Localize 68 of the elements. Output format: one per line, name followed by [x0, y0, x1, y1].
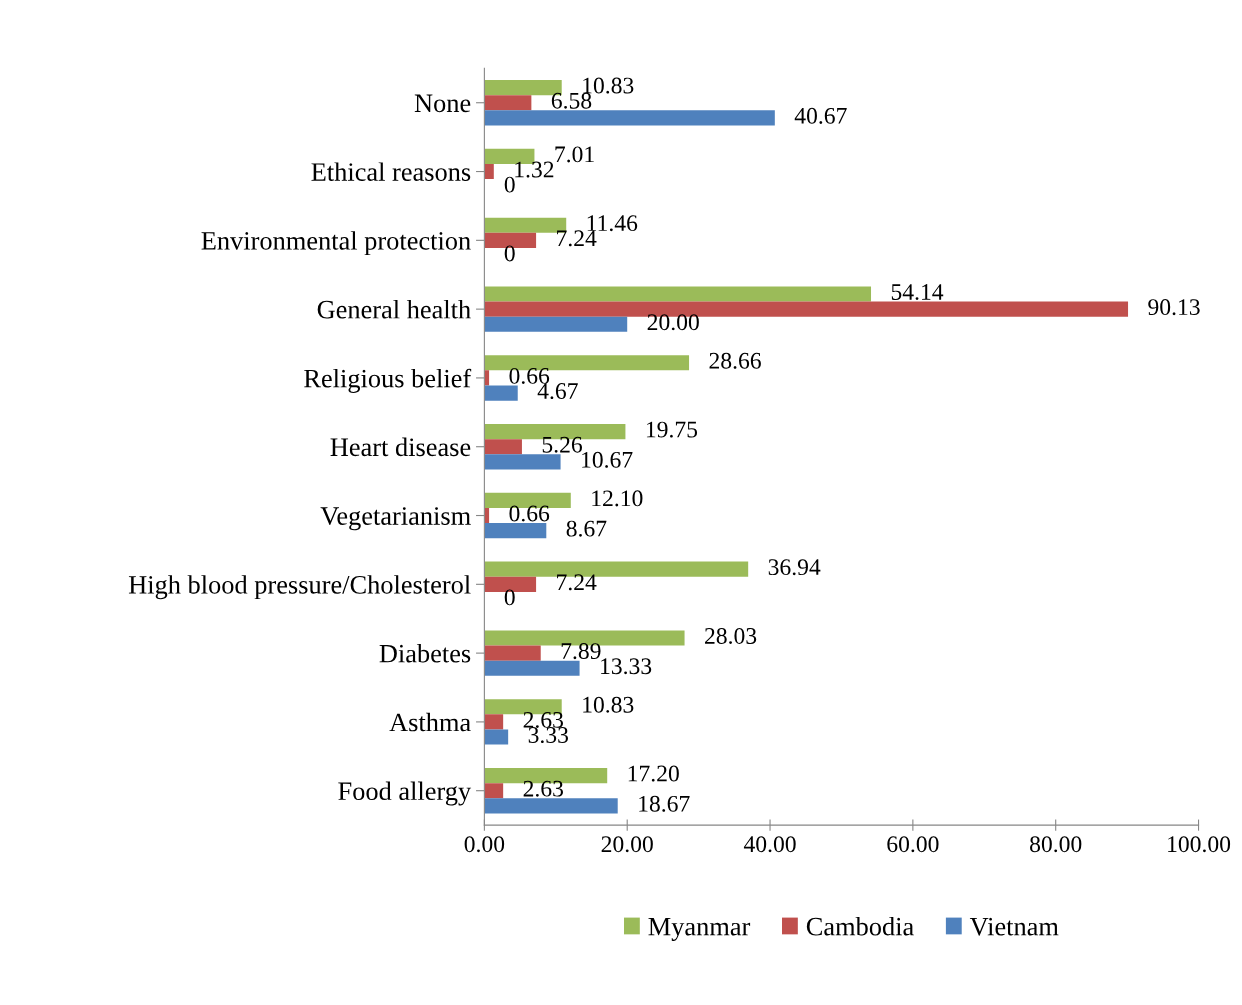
data-label: 7.01	[555, 146, 594, 163]
data-label: 7.89	[561, 643, 601, 660]
y-tick-label: Ethical reasons	[311, 162, 471, 181]
y-tick-label: Food allergy	[338, 781, 472, 806]
data-label: 20.00	[647, 314, 699, 331]
y-tick-label: None	[414, 94, 471, 113]
bar	[484, 454, 561, 470]
data-label: 17.20	[628, 765, 679, 782]
data-label: 13.33	[601, 658, 652, 675]
bar	[484, 286, 872, 302]
x-tick-label: 80.00	[1030, 836, 1082, 853]
bar	[484, 385, 518, 401]
y-tick-label: High blood pressure/Cholesterol	[128, 575, 471, 600]
y-tick-label: Religious belief	[304, 368, 472, 393]
data-label: 1.32	[515, 161, 554, 178]
bar	[484, 523, 547, 539]
bar	[484, 439, 522, 455]
data-label: 10.83	[583, 696, 634, 713]
bar	[484, 163, 494, 180]
bar	[484, 714, 504, 730]
bar	[484, 645, 541, 661]
bar	[484, 95, 532, 111]
legend-label: Cambodia	[806, 916, 914, 936]
data-label: 0	[504, 176, 515, 193]
data-label: 2.63	[523, 711, 563, 728]
y-tick-label: Environmental protection	[201, 231, 471, 256]
data-label: 0.66	[509, 505, 550, 522]
y-tick-label: Diabetes	[379, 643, 471, 663]
data-label: 2.63	[523, 780, 563, 797]
data-label: 28.03	[705, 627, 757, 644]
data-label: 5.26	[542, 436, 582, 453]
y-tick-label: Heart disease	[330, 437, 471, 457]
legend-label: Myanmar	[648, 917, 751, 941]
x-tick-label: 100.00	[1168, 836, 1231, 853]
data-label: 12.10	[592, 490, 643, 507]
y-tick-label: General health	[317, 299, 471, 319]
data-label: 6.58	[551, 92, 592, 109]
bar	[484, 316, 628, 332]
data-label: 7.24	[557, 230, 597, 247]
data-label: 7.24	[557, 574, 597, 591]
data-label: 3.33	[528, 727, 568, 744]
data-label: 19.75	[646, 421, 698, 438]
data-label: 40.67	[794, 107, 847, 124]
data-label: 11.46	[587, 215, 638, 232]
data-label: 54.14	[891, 284, 944, 301]
data-label: 0	[504, 245, 515, 262]
bar	[484, 729, 509, 745]
y-tick-label: Asthma	[389, 712, 471, 732]
legend-label: Vietnam	[969, 917, 1059, 936]
data-label: 10.67	[582, 451, 633, 468]
x-tick-label: 0.00	[464, 836, 505, 853]
data-label: 28.66	[709, 352, 761, 369]
data-label: 90.13	[1148, 299, 1200, 316]
data-label: 0	[504, 589, 515, 606]
data-label: 36.94	[768, 559, 821, 576]
bar	[484, 798, 618, 814]
data-label: 4.67	[537, 383, 578, 400]
x-tick-label: 20.00	[601, 836, 653, 853]
y-tick-label: Vegetarianism	[320, 507, 471, 531]
bar	[484, 660, 580, 676]
data-label: 0.66	[509, 367, 550, 384]
data-label: 8.67	[566, 520, 607, 537]
bar	[484, 783, 504, 799]
bar	[484, 110, 775, 126]
data-label: 10.83	[583, 77, 634, 94]
x-tick-label: 60.00	[887, 836, 939, 853]
data-label: 18.67	[639, 795, 690, 812]
x-tick-label: 40.00	[743, 836, 796, 853]
